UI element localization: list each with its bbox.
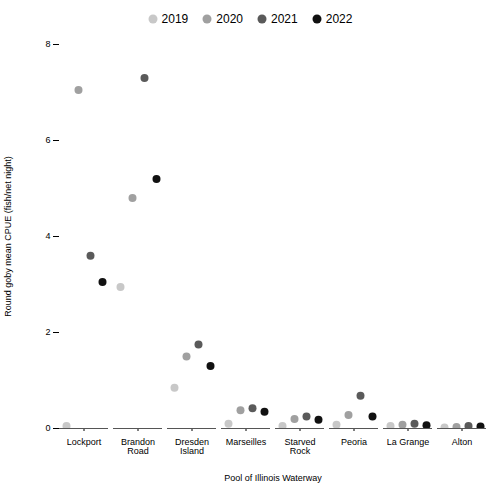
svg-text:StarvedRock: StarvedRock — [284, 437, 315, 457]
html-text:2022: 2022 — [325, 12, 353, 26]
svg-text:4: 4 — [45, 231, 50, 241]
svg-text:6: 6 — [45, 135, 50, 145]
html-text:2020: 2020 — [216, 12, 243, 26]
html-text:2019: 2019 — [161, 12, 189, 26]
svg-text:2: 2 — [45, 327, 50, 337]
svg-text:Alton: Alton — [452, 437, 473, 447]
svg-text:Round goby mean CPUE (fish/net: Round goby mean CPUE (fish/net night) — [3, 156, 13, 317]
svg-text:Lockport: Lockport — [67, 437, 102, 447]
svg-text:La Grange: La Grange — [387, 437, 430, 447]
svg-text:8: 8 — [45, 39, 50, 49]
svg-text:DresdenIsland: DresdenIsland — [175, 437, 209, 457]
svg-text:Pool of Illinois Waterway: Pool of Illinois Waterway — [224, 473, 322, 483]
svg-text:0: 0 — [45, 423, 50, 433]
svg-text:Marseilles: Marseilles — [226, 437, 267, 447]
html-text:2021: 2021 — [271, 12, 298, 26]
svg-text:Peoria: Peoria — [341, 437, 367, 447]
svg-text:BrandonRoad: BrandonRoad — [121, 437, 155, 457]
